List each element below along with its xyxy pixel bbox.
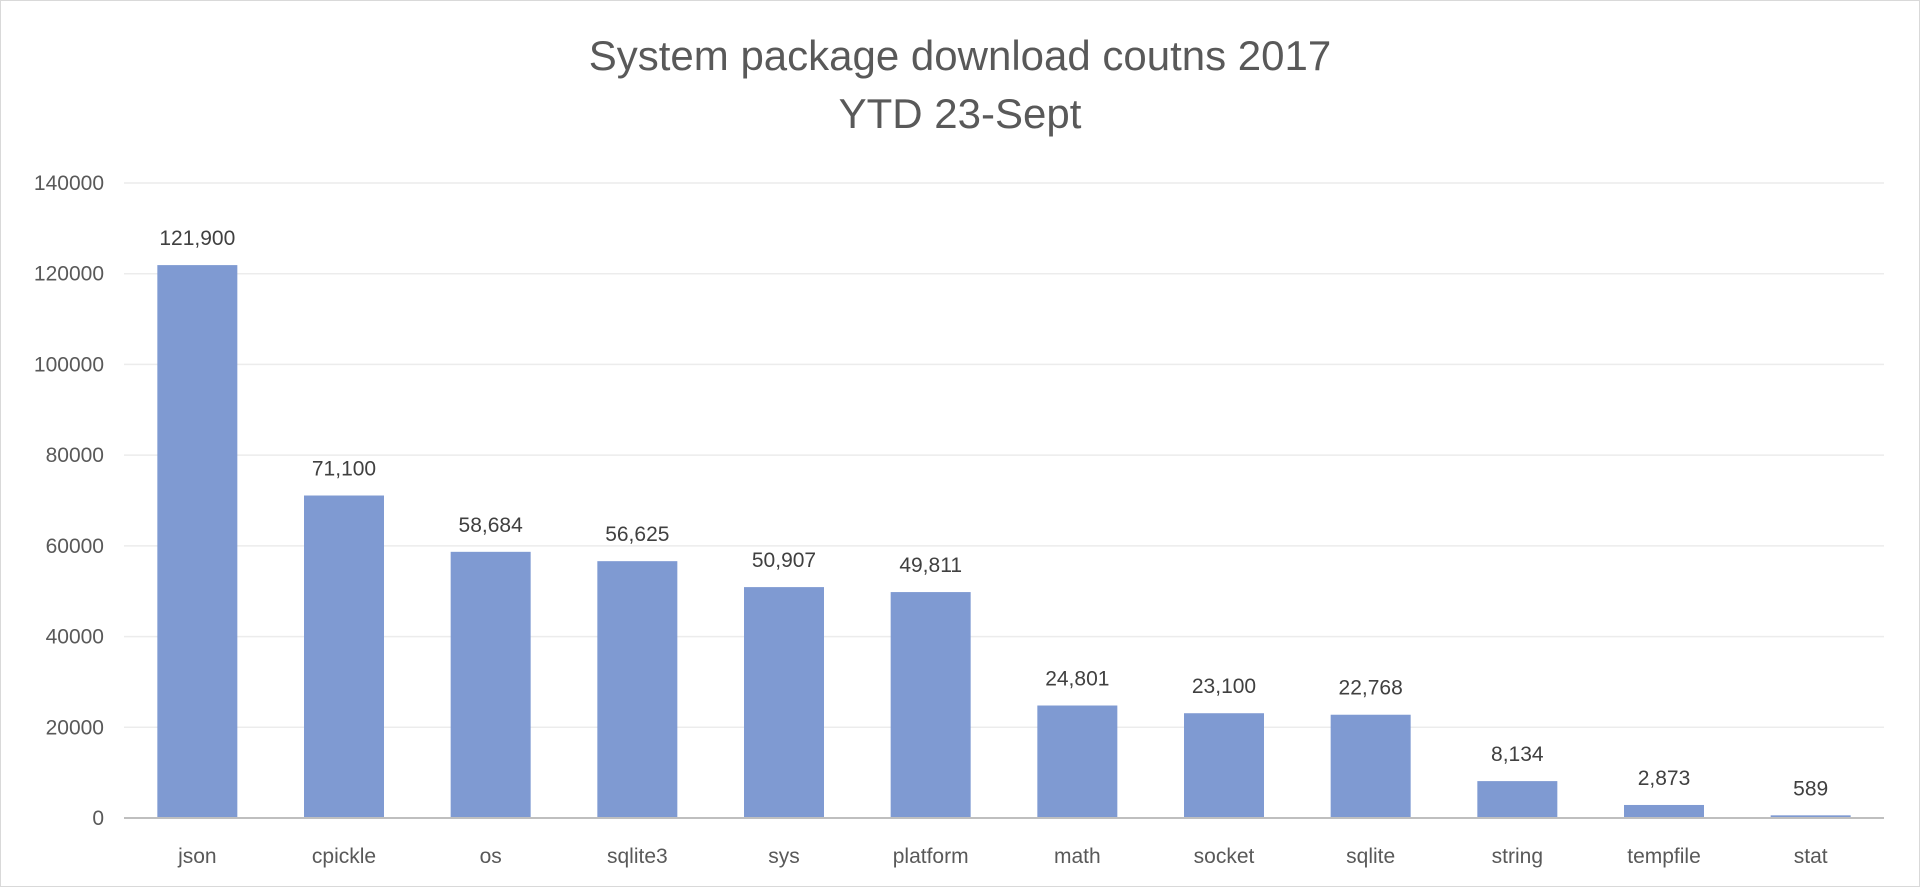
y-tick-label: 100000 [34,353,104,376]
x-tick-label-json: json [177,845,217,868]
y-tick-label: 120000 [34,263,104,286]
data-label-socket: 23,100 [1192,675,1256,698]
bar-stat [1770,815,1851,818]
data-label-os: 58,684 [459,514,524,537]
x-tick-label-string: string [1492,845,1543,868]
data-label-tempfile: 2,873 [1638,767,1691,790]
bar-cpickle [304,495,384,818]
data-label-cpickle: 71,100 [312,458,376,481]
y-axis-ticks: 0 20000 40000 60000 80000 100000 120000 140000 [34,172,104,830]
data-label-sys: 50,907 [752,549,816,572]
bar-platform [890,592,971,818]
x-tick-label-sqlite3: sqlite3 [607,845,668,868]
bar-os [450,551,531,818]
y-tick-label: 40000 [46,626,104,649]
x-tick-label-tempfile: tempfile [1627,845,1701,868]
x-tick-label-socket: socket [1194,845,1255,868]
bar-tempfile [1624,804,1704,818]
bars [157,265,1851,818]
y-tick-label: 80000 [46,444,104,467]
x-tick-label-math: math [1054,845,1101,868]
x-tick-label-sqlite: sqlite [1346,845,1395,868]
y-tick-label: 60000 [46,535,104,558]
x-tick-label-stat: stat [1794,845,1828,868]
bar-sqlite [1330,714,1411,818]
data-label-string: 8,134 [1491,743,1544,766]
data-label-platform: 49,811 [899,554,962,577]
bar-math [1037,705,1118,818]
data-label-stat: 589 [1793,777,1828,800]
data-label-math: 24,801 [1045,668,1109,691]
chart-title: System package download coutns 2017 [588,32,1332,79]
x-axis-ticks: json cpickle os sqlite3 sys platform math socke… [177,845,1828,868]
chart-subtitle: YTD 23-Sept [838,90,1082,137]
data-label-sqlite: 22,768 [1339,677,1403,700]
data-label-sqlite3: 56,625 [605,523,669,546]
x-tick-label-cpickle: cpickle [312,845,376,868]
x-tick-label-os: os [480,845,502,868]
bar-string [1477,781,1558,818]
bar-socket [1184,713,1264,818]
y-tick-label: 0 [92,807,104,830]
data-labels: 121,900 71,100 58,684 56,625 50,907 49,811 24,… [159,227,1828,800]
bar-json [157,265,238,818]
y-tick-label: 20000 [46,716,104,739]
bar-sys [744,587,824,818]
x-tick-label-platform: platform [893,845,969,868]
bar-sqlite3 [597,561,678,818]
gridlines [124,182,1884,729]
x-tick-label-sys: sys [768,845,800,868]
data-label-json: 121,900 [159,227,235,250]
y-tick-label: 140000 [34,172,104,195]
